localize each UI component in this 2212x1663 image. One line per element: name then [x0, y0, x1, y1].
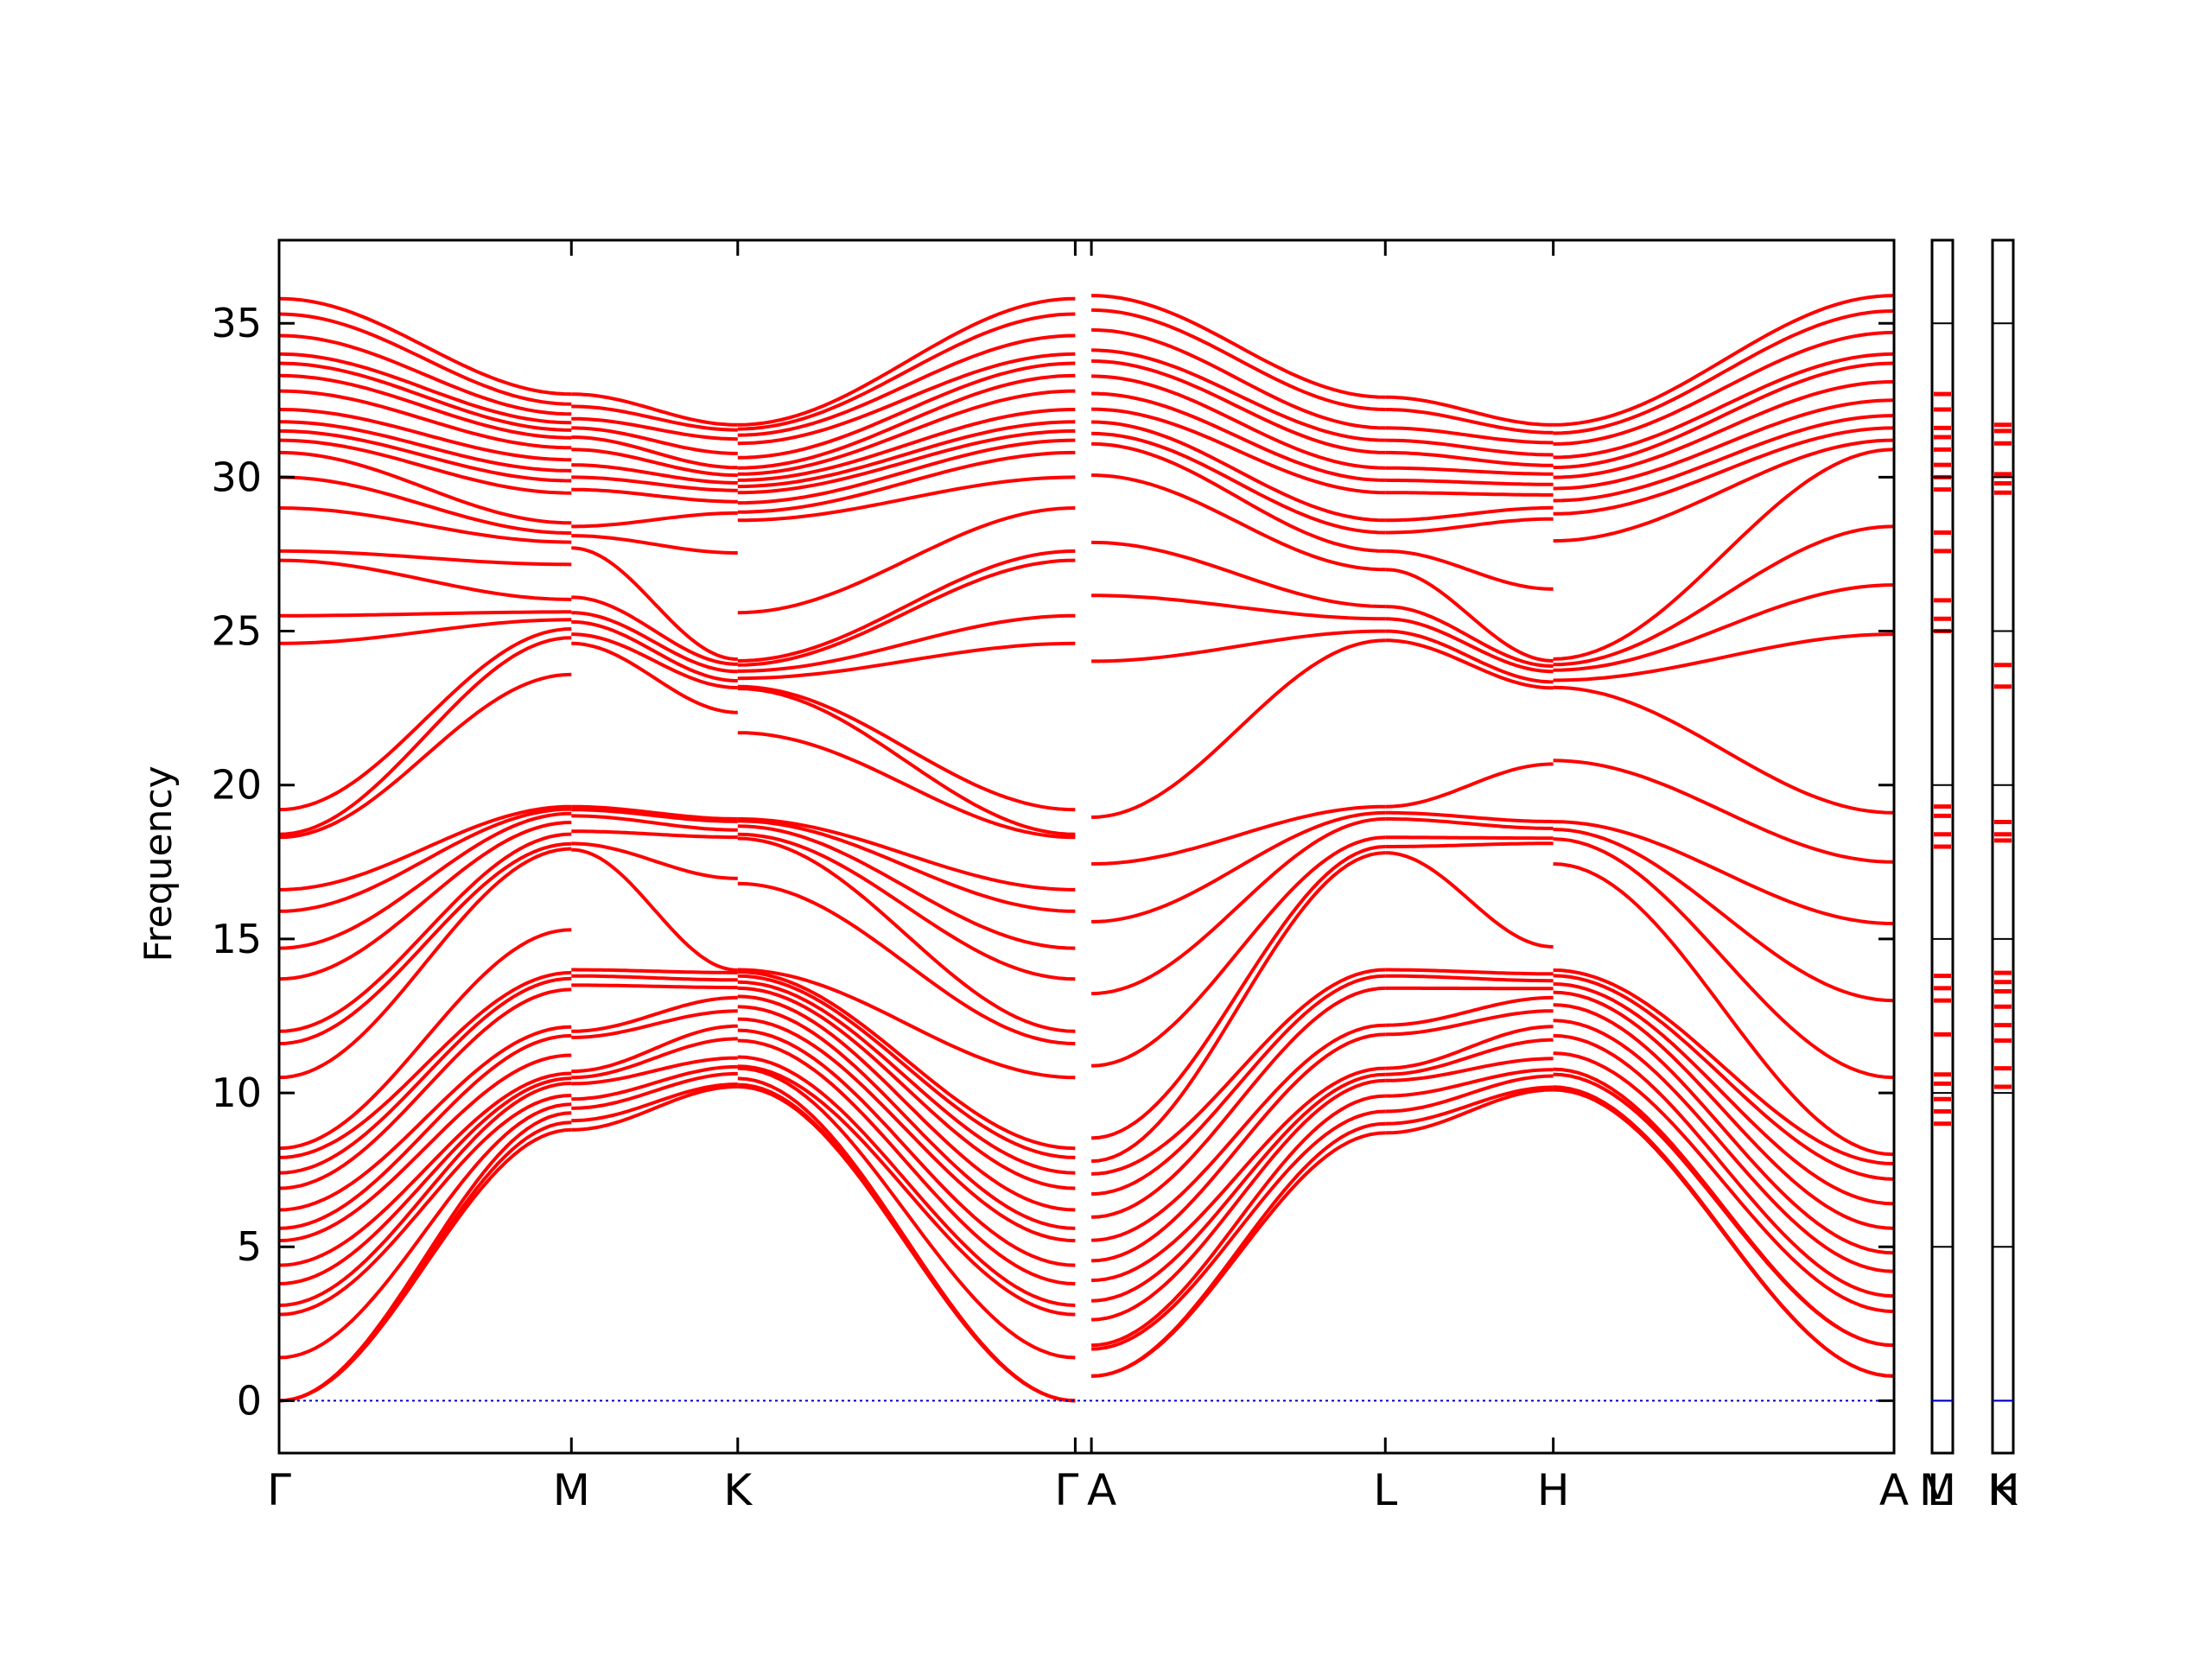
y-tick-label: 15: [211, 916, 262, 962]
band-line: [1385, 976, 1553, 981]
side-panel-frame: [1993, 240, 2013, 1453]
x-tick-label: M: [553, 1465, 590, 1515]
side-panel-label: K: [1988, 1465, 2018, 1515]
band-line: [1385, 492, 1553, 495]
band-line: [738, 1078, 1076, 1400]
band-line: [1385, 468, 1553, 474]
band-line: [279, 1113, 571, 1400]
band-line: [571, 970, 738, 973]
band-line: [738, 689, 1076, 835]
band-line: [571, 976, 738, 981]
band-line: [1091, 444, 1385, 551]
band-line: [1554, 441, 1894, 541]
side-panel-label: M: [1919, 1465, 1956, 1515]
x-tick-label: Γ: [1054, 1465, 1078, 1515]
band-line: [1091, 640, 1385, 817]
band-line: [1385, 843, 1553, 847]
band-line: [1091, 632, 1385, 662]
band-line: [279, 508, 571, 543]
band-line: [571, 1058, 738, 1084]
band-line: [279, 612, 571, 615]
band-line: [1385, 480, 1553, 485]
x-tick-label: L: [1373, 1465, 1397, 1515]
y-axis-label: Frequency: [137, 765, 181, 962]
y-tick-label: 0: [237, 1377, 262, 1424]
y-tick-label: 35: [211, 300, 262, 346]
band-line: [738, 1006, 1076, 1228]
band-line: [1385, 569, 1553, 661]
band-line: [738, 687, 1076, 810]
band-line: [738, 561, 1076, 665]
band-line: [1385, 970, 1553, 974]
band-line: [738, 508, 1076, 613]
bands-layer: [279, 295, 1894, 1400]
band-line: [738, 299, 1076, 425]
band-line: [279, 638, 571, 835]
x-tick-label: K: [723, 1465, 753, 1515]
band-line: [1091, 807, 1385, 864]
x-tick-label: H: [1537, 1465, 1570, 1515]
band-line: [571, 850, 738, 970]
band-line: [279, 849, 571, 1078]
band-line: [1554, 839, 1894, 1077]
band-line: [279, 453, 571, 523]
band-line: [1385, 837, 1553, 838]
x-tick-label: Γ: [267, 1465, 291, 1515]
band-line: [279, 561, 571, 600]
band-line: [571, 985, 738, 987]
band-line: [279, 814, 571, 949]
band-line: [279, 844, 571, 1044]
band-line: [1091, 853, 1385, 1161]
x-tick-label: A: [1087, 1465, 1116, 1515]
band-line: [1091, 595, 1385, 619]
band-line: [1385, 853, 1553, 947]
band-line: [1554, 760, 1894, 862]
band-line: [279, 1074, 571, 1266]
y-tick-label: 5: [237, 1223, 262, 1270]
y-tick-label: 10: [211, 1070, 262, 1116]
band-line: [279, 629, 571, 809]
band-line: [1091, 1081, 1385, 1320]
band-line: [571, 843, 738, 879]
band-line: [1091, 819, 1385, 993]
band-line: [1091, 1133, 1385, 1376]
band-line: [571, 998, 738, 1031]
band-line: [1091, 1025, 1385, 1241]
band-line: [571, 513, 738, 527]
band-line: [738, 982, 1076, 1173]
x-tick-label: A: [1879, 1465, 1909, 1515]
band-line: [738, 1069, 1076, 1358]
band-line: [738, 819, 1076, 890]
band-line: [738, 441, 1076, 503]
band-line: [738, 616, 1076, 671]
y-tick-label: 20: [211, 762, 262, 809]
band-line: [571, 536, 738, 553]
band-line: [571, 1026, 738, 1071]
band-line: [1385, 764, 1553, 806]
y-tick-label: 25: [211, 608, 262, 655]
band-line: [1554, 526, 1894, 664]
band-line: [1385, 551, 1553, 589]
band-line: [1554, 688, 1894, 813]
band-line: [279, 376, 571, 438]
y-tick-label: 30: [211, 454, 262, 500]
band-line: [571, 831, 738, 837]
band-line: [571, 1087, 738, 1130]
